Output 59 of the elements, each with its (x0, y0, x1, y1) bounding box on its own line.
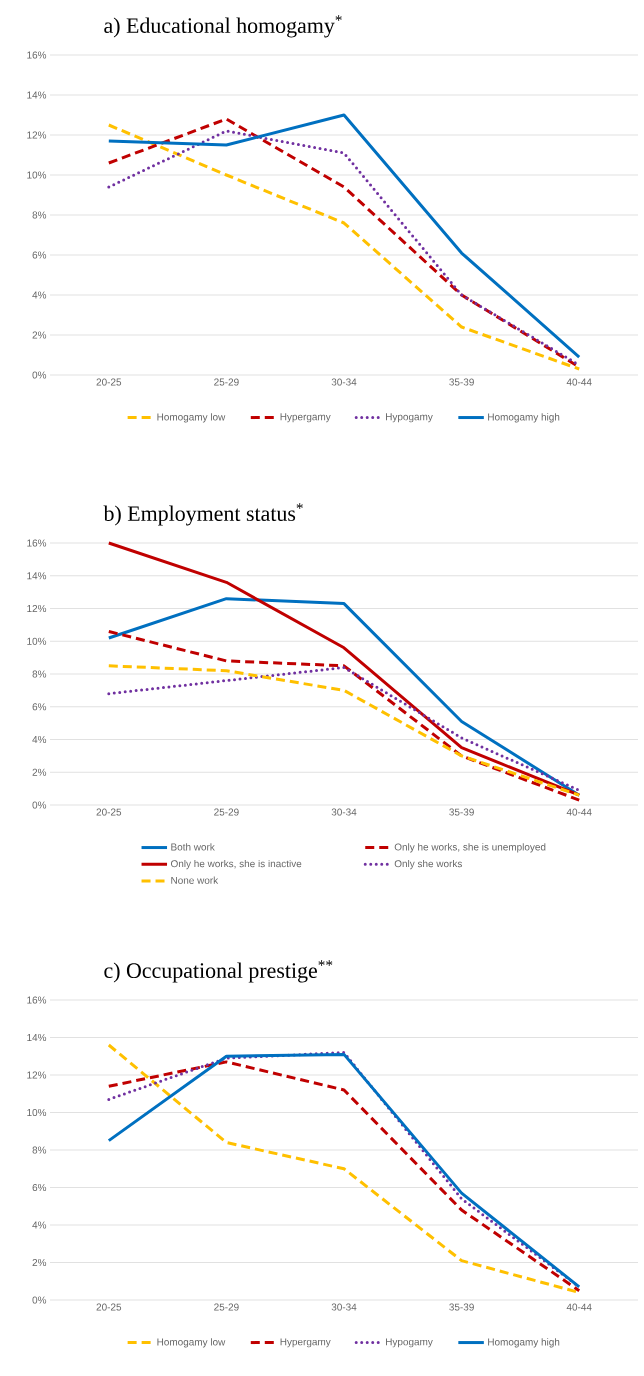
legend-label: Both work (171, 843, 215, 851)
legend-label: Hypogamy (386, 413, 433, 423)
x-tick-label: 30-34 (331, 378, 357, 386)
y-tick-label: 8% (32, 211, 47, 219)
y-tick-label: 10% (27, 1108, 47, 1117)
y-tick-label: 16% (27, 996, 47, 1004)
x-tick-label: 35-39 (449, 808, 474, 816)
legend-label: None work (171, 876, 219, 884)
legend-label: Only he works, she is unemployed (394, 843, 546, 853)
legend-label: Only he works, she is inactive (171, 859, 302, 870)
y-tick-label: 14% (27, 91, 47, 99)
legend-label: Hypogamy (386, 1338, 433, 1348)
y-tick-label: 6% (32, 251, 47, 259)
legend-label: Homogamy low (157, 413, 226, 423)
chart-title: a) Educational homogamy$^{*}$ (104, 15, 342, 38)
chart-title: c) Occupational prestige$^{**}$ (104, 960, 333, 983)
y-tick-label: 2% (32, 1259, 47, 1267)
y-tick-label: 0% (32, 371, 47, 379)
y-tick-label: 4% (32, 736, 47, 743)
y-tick-label: 4% (32, 1221, 47, 1229)
legend-label: Homogamy low (157, 1338, 226, 1348)
y-tick-label: 12% (27, 1071, 47, 1079)
x-tick-label: 35-39 (449, 378, 474, 386)
y-tick-label: 10% (27, 637, 47, 645)
y-tick-label: 6% (32, 1183, 47, 1192)
x-tick-label: 40-44 (566, 808, 592, 816)
x-tick-label: 20-25 (96, 1303, 122, 1311)
y-tick-label: 10% (27, 171, 47, 179)
legend-label: Homogamy high (488, 413, 560, 423)
y-tick-label: 16% (27, 539, 47, 547)
x-tick-label: 40-44 (566, 378, 592, 386)
y-tick-label: 0% (32, 801, 47, 809)
legend-label: Homogamy high (488, 1338, 560, 1348)
y-tick-label: 8% (32, 670, 47, 678)
y-tick-label: 6% (32, 703, 47, 711)
x-tick-label: 40-44 (566, 1303, 592, 1311)
y-tick-label: 12% (27, 131, 47, 139)
y-tick-label: 0% (32, 1296, 47, 1304)
y-tick-label: 8% (32, 1146, 47, 1154)
x-tick-label: 25-29 (214, 378, 239, 386)
legend-label: Only she works (394, 859, 462, 870)
x-tick-label: 30-34 (331, 1303, 357, 1311)
y-tick-label: 16% (27, 51, 47, 59)
y-tick-label: 4% (32, 291, 47, 299)
legend-label: Hypergamy (280, 413, 331, 423)
x-tick-label: 20-25 (96, 378, 122, 386)
x-tick-label: 25-29 (214, 1303, 239, 1311)
x-tick-label: 30-34 (331, 808, 357, 816)
y-tick-label: 14% (27, 572, 47, 580)
chart-title: b) Employment status$^{*}$ (103, 503, 303, 526)
y-tick-label: 2% (32, 331, 47, 339)
y-tick-label: 12% (27, 605, 47, 613)
y-tick-label: 14% (27, 1034, 47, 1041)
x-tick-label: 35-39 (449, 1303, 474, 1311)
x-tick-label: 20-25 (96, 808, 122, 816)
x-tick-label: 25-29 (214, 808, 239, 816)
line-series (107, 597, 581, 797)
y-tick-label: 2% (32, 768, 47, 776)
legend-label: Hypergamy (280, 1338, 331, 1348)
